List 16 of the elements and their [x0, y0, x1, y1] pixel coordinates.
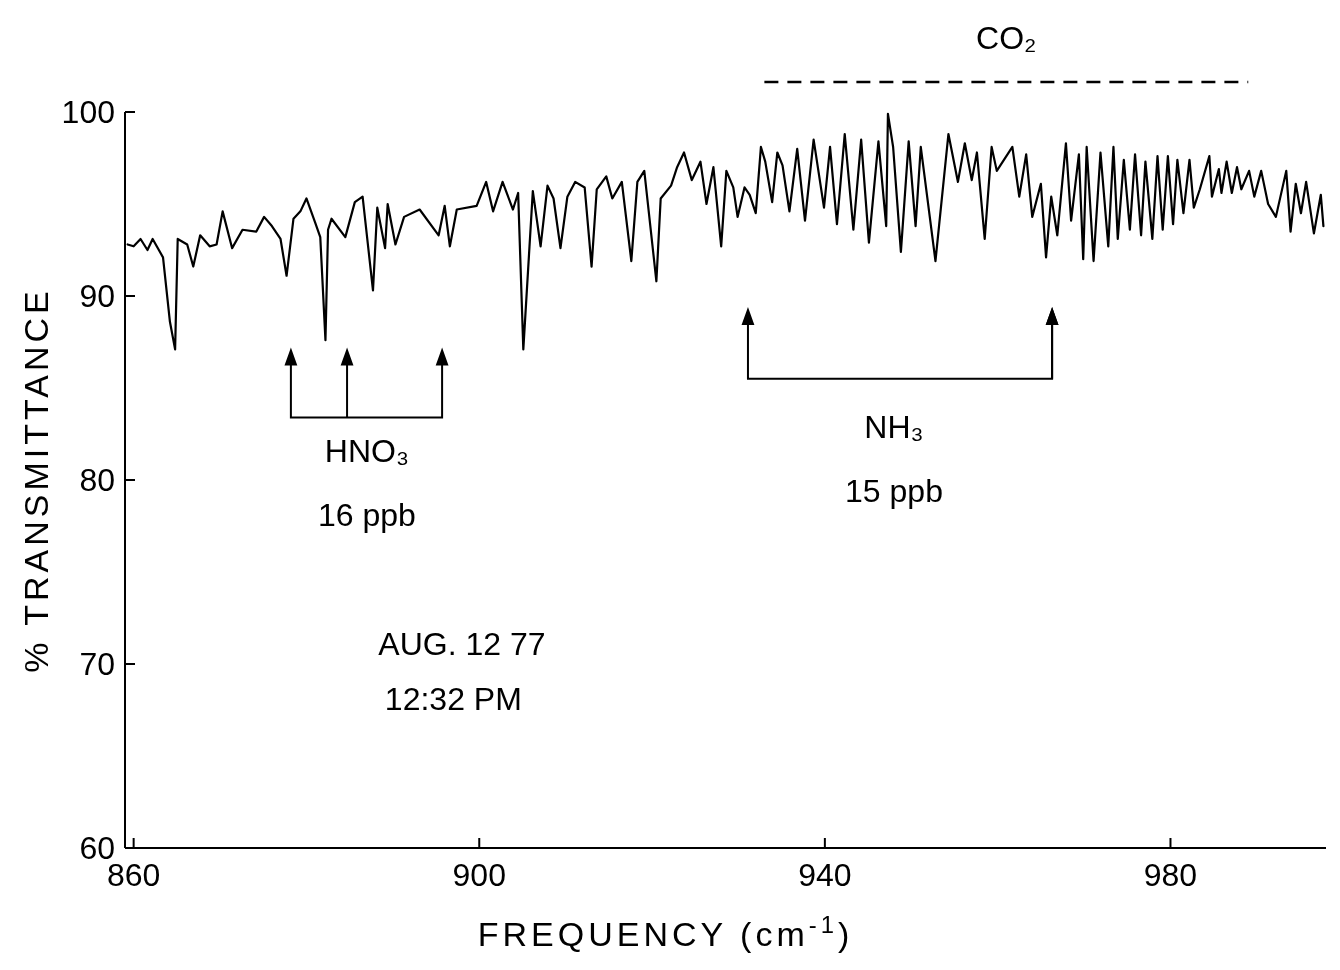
y-tick-label: 90 [79, 278, 115, 315]
annotation: 15 ppb [845, 473, 943, 510]
annotation: 12:32 PM [384, 681, 522, 717]
x-tick-label: 900 [452, 857, 506, 893]
annotation: AUG. 12 77 [378, 625, 546, 662]
y-axis-title: % TRANSMITTANCE [17, 287, 55, 673]
y-tick-label: 100 [61, 94, 115, 131]
y-tick-label: 70 [79, 646, 115, 683]
annotation: 16 ppb [317, 497, 416, 533]
annotation: HNO₃ [324, 432, 409, 469]
text: CO₂ [976, 20, 1037, 57]
annotation: NH₃ [864, 408, 924, 445]
x-tick-label: 940 [798, 857, 852, 893]
x-tick-label: 980 [1143, 857, 1198, 893]
x-axis-title: FREQUENCY (cm$^{-1}$) [477, 910, 854, 953]
y-tick-label: 80 [79, 462, 115, 499]
